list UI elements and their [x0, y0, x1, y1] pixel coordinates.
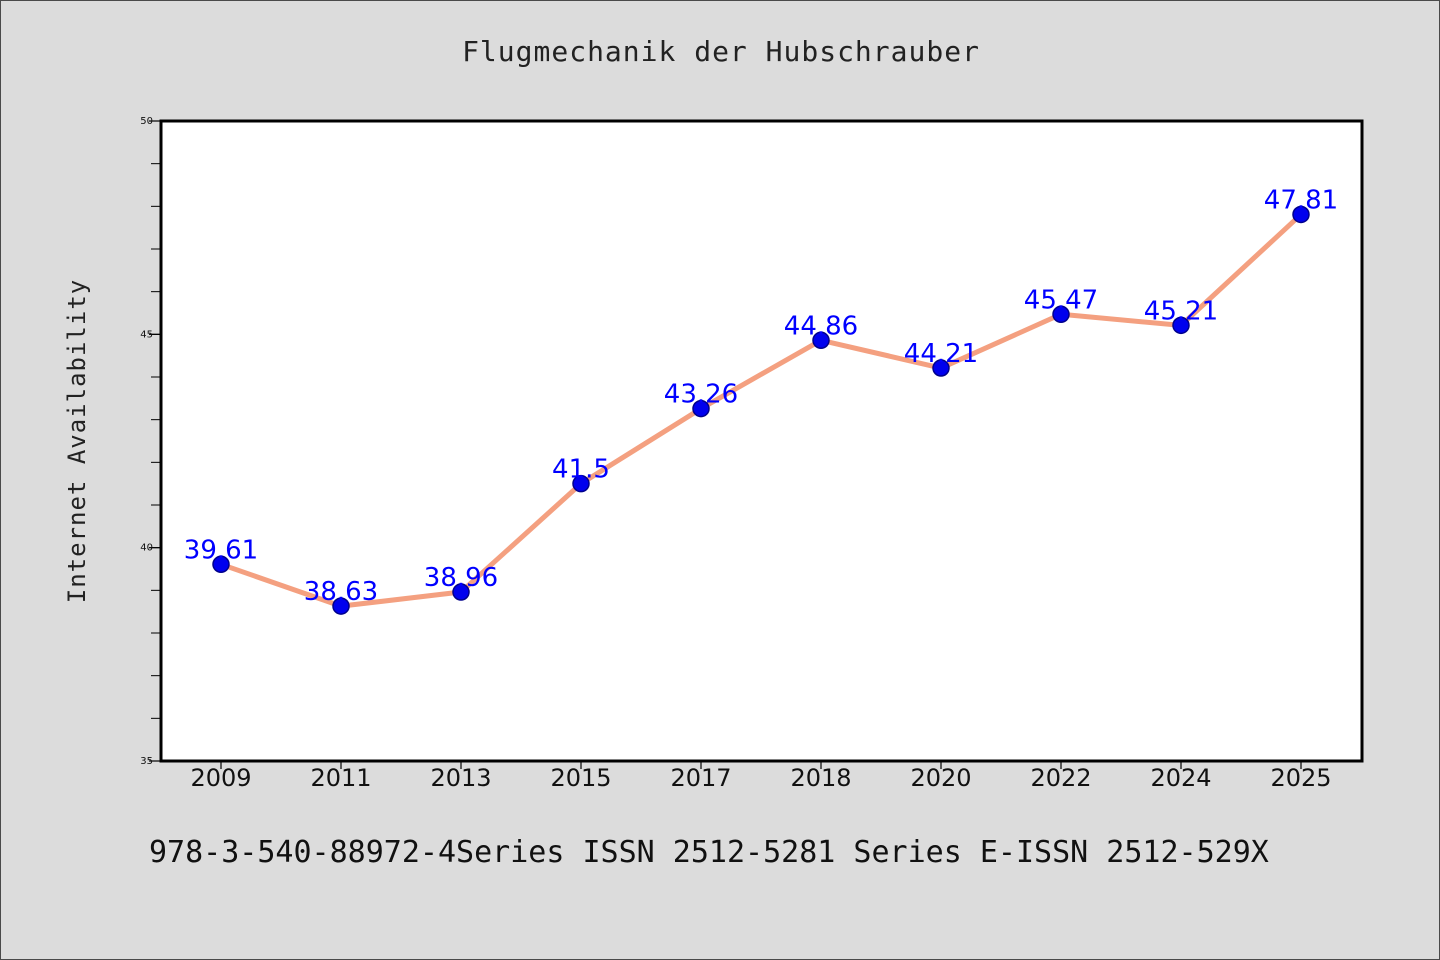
data-label: 47.81 — [1264, 185, 1338, 215]
x-tick-label: 2022 — [1030, 764, 1091, 792]
x-tick-label: 2013 — [430, 764, 491, 792]
y-tick-label: 40 — [140, 543, 153, 554]
x-tick-label: 2017 — [670, 764, 731, 792]
data-point — [1292, 205, 1310, 224]
x-tick-label: 2009 — [190, 764, 251, 792]
plot-area — [161, 121, 1362, 761]
data-point — [572, 474, 590, 493]
data-point — [1172, 316, 1190, 335]
x-ticks: 2009 2011 2013 2015 2017 2018 2020 2022 2024 2025 — [190, 761, 1332, 792]
y-tick-label: 35 — [140, 756, 153, 767]
data-point — [1052, 305, 1070, 324]
x-tick-label: 2024 — [1150, 764, 1211, 792]
y-tick-label: 45 — [140, 329, 153, 340]
data-point — [332, 597, 350, 615]
series-layer — [212, 205, 1310, 615]
plot-frame — [159, 119, 1364, 763]
data-point — [692, 399, 710, 418]
data-point — [212, 555, 230, 574]
data-label: 38.96 — [424, 563, 498, 593]
x-tick-label: 2025 — [1270, 764, 1331, 792]
data-point — [452, 583, 470, 601]
footer-isbn-issn: 978-3-540-88972-4Series ISSN 2512-5281 S… — [149, 835, 1269, 870]
data-label-layer: 39.61 38.63 38.96 41.5 43.26 44.86 44.21 45.47 4… — [184, 185, 1338, 607]
data-label: 39.61 — [184, 535, 258, 565]
y-axis-label: Internet Availability — [63, 279, 91, 603]
y-major-ticks: 35 40 45 50 — [140, 116, 161, 767]
data-label: 44.21 — [904, 339, 978, 369]
series-line — [218, 211, 1304, 609]
data-label: 45.47 — [1024, 285, 1098, 315]
data-point — [932, 359, 950, 377]
data-label: 41.5 — [552, 455, 610, 485]
y-tick-label: 50 — [140, 116, 153, 127]
data-label: 45.21 — [1144, 296, 1218, 326]
chart-title: Flugmechanik der Hubschrauber — [462, 35, 980, 68]
x-tick-label: 2011 — [310, 764, 371, 792]
x-tick-label: 2018 — [790, 764, 851, 792]
x-tick-label: 2020 — [910, 764, 971, 792]
x-tick-label: 2015 — [550, 764, 611, 792]
data-label: 38.63 — [304, 577, 378, 607]
data-point — [812, 331, 830, 350]
data-label: 44.86 — [784, 311, 858, 341]
data-label: 43.26 — [664, 380, 738, 410]
